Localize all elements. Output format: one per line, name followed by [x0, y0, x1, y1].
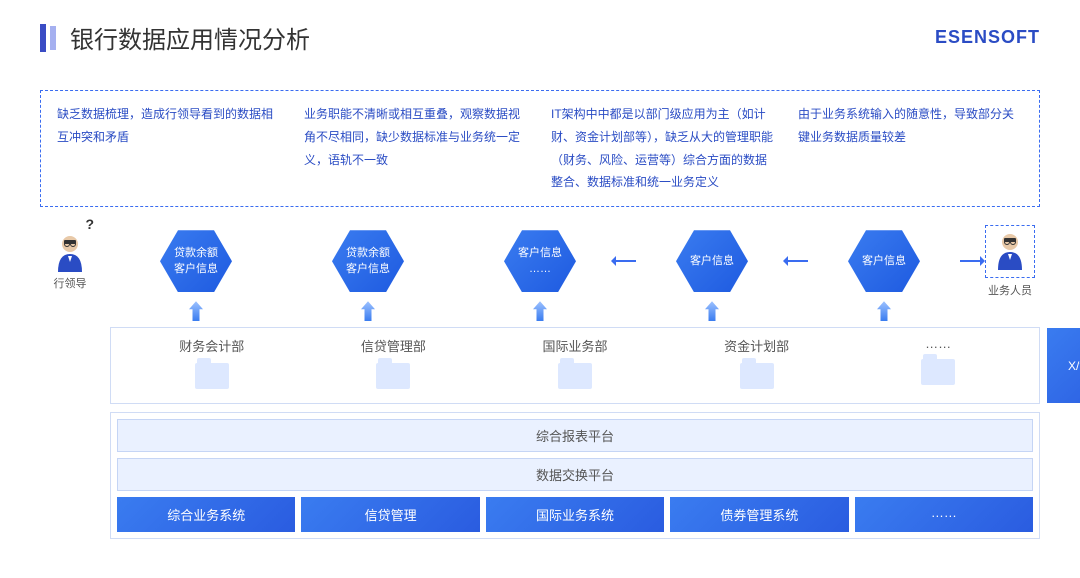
dept-5-label: …… [847, 336, 1029, 351]
callout-2: 业务职能不清晰或相互重叠，观察数据视角不尽相同，缺少数据标准与业务统一定义，语轨… [298, 103, 535, 194]
dept-5: …… [847, 336, 1029, 389]
diagram-content: 缺乏数据梳理，造成行领导看到的数据相互冲突和矛盾 业务职能不清晰或相互重叠，观察… [40, 90, 1040, 539]
leader-avatar-icon [50, 232, 90, 272]
callout-3: IT架构中中都是以部门级应用为主（如计财、资金计划部等），缺乏从大的管理职能（财… [545, 103, 782, 194]
folder-icon [195, 363, 229, 389]
title-decor-bars [40, 24, 56, 52]
hex-2-line1: 贷款余额 [346, 245, 390, 262]
hex-flow-row: ? 行领导 贷款余额 客户信息 贷款余额 客户信息 客户信息 … [40, 221, 1040, 301]
folder-icon [376, 363, 410, 389]
arrow-left-icon [612, 260, 636, 262]
dept-2-label: 信贷管理部 [303, 336, 485, 355]
folder-icon [740, 363, 774, 389]
up-arrow-row [40, 301, 1040, 327]
up-arrow-icon [189, 301, 203, 321]
brand-logo: ESENSOFT [935, 27, 1040, 48]
header: 银行数据应用情况分析 ESENSOFT [0, 0, 1080, 65]
arrow-left-icon [784, 260, 808, 262]
hex-1-line1: 贷款余额 [174, 245, 218, 262]
callout-row: 缺乏数据梳理，造成行领导看到的数据相互冲突和矛盾 业务职能不清晰或相互重叠，观察… [40, 90, 1040, 207]
dept-1-label: 财务会计部 [121, 336, 303, 355]
hex-node-3: 客户信息 …… [504, 230, 576, 292]
hex-5-line1: 客户信息 [862, 253, 906, 270]
department-row: 财务会计部 信贷管理部 国际业务部 资金计划部 …… X/?567 [110, 327, 1040, 404]
system-5: …… [855, 497, 1033, 532]
callout-4: 由于业务系统输入的随意性，导致部分关键业务数据质量较差 [792, 103, 1029, 194]
up-arrow-icon [705, 301, 719, 321]
up-arrow-icon [533, 301, 547, 321]
question-mark-icon: ? [85, 216, 94, 232]
folder-icon [558, 363, 592, 389]
up-arrow-icon [361, 301, 375, 321]
up-arrow-icon [877, 301, 891, 321]
platforms-block: 综合报表平台 数据交换平台 综合业务系统 信贷管理 国际业务系统 债券管理系统 … [110, 412, 1040, 539]
right-panel: X/?567 [1047, 328, 1080, 403]
folder-icon [921, 359, 955, 385]
hex-node-2: 贷款余额 客户信息 [332, 230, 404, 292]
arrow-left-icon [960, 260, 984, 262]
callout-1: 缺乏数据梳理，造成行领导看到的数据相互冲突和矛盾 [51, 103, 288, 194]
system-4: 债券管理系统 [670, 497, 848, 532]
hex-container: 贷款余额 客户信息 贷款余额 客户信息 客户信息 …… 客户信息 客户信息 [100, 230, 980, 292]
persona-leader: ? 行领导 [40, 232, 100, 291]
hex-node-5: 客户信息 [848, 230, 920, 292]
system-3: 国际业务系统 [486, 497, 664, 532]
hex-node-1: 贷款余额 客户信息 [160, 230, 232, 292]
platform-2: 数据交换平台 [117, 458, 1033, 491]
dept-1: 财务会计部 [121, 336, 303, 389]
platform-1: 综合报表平台 [117, 419, 1033, 452]
dept-3: 国际业务部 [484, 336, 666, 389]
systems-row: 综合业务系统 信贷管理 国际业务系统 债券管理系统 …… [117, 497, 1033, 532]
system-2: 信贷管理 [301, 497, 479, 532]
title-block: 银行数据应用情况分析 [40, 20, 310, 55]
dept-3-label: 国际业务部 [484, 336, 666, 355]
dept-4: 资金计划部 [666, 336, 848, 389]
persona-leader-label: 行领导 [40, 275, 100, 291]
hex-node-4: 客户信息 [676, 230, 748, 292]
persona-staff-label: 业务人员 [980, 282, 1040, 298]
hex-1-line2: 客户信息 [174, 261, 218, 278]
hex-4-line1: 客户信息 [690, 253, 734, 270]
dept-2: 信贷管理部 [303, 336, 485, 389]
hex-3-line1: 客户信息 [518, 245, 562, 262]
page-title: 银行数据应用情况分析 [70, 20, 310, 55]
hex-3-line2: …… [529, 261, 551, 278]
system-1: 综合业务系统 [117, 497, 295, 532]
hex-2-line2: 客户信息 [346, 261, 390, 278]
staff-avatar-icon [990, 230, 1030, 270]
dept-4-label: 资金计划部 [666, 336, 848, 355]
